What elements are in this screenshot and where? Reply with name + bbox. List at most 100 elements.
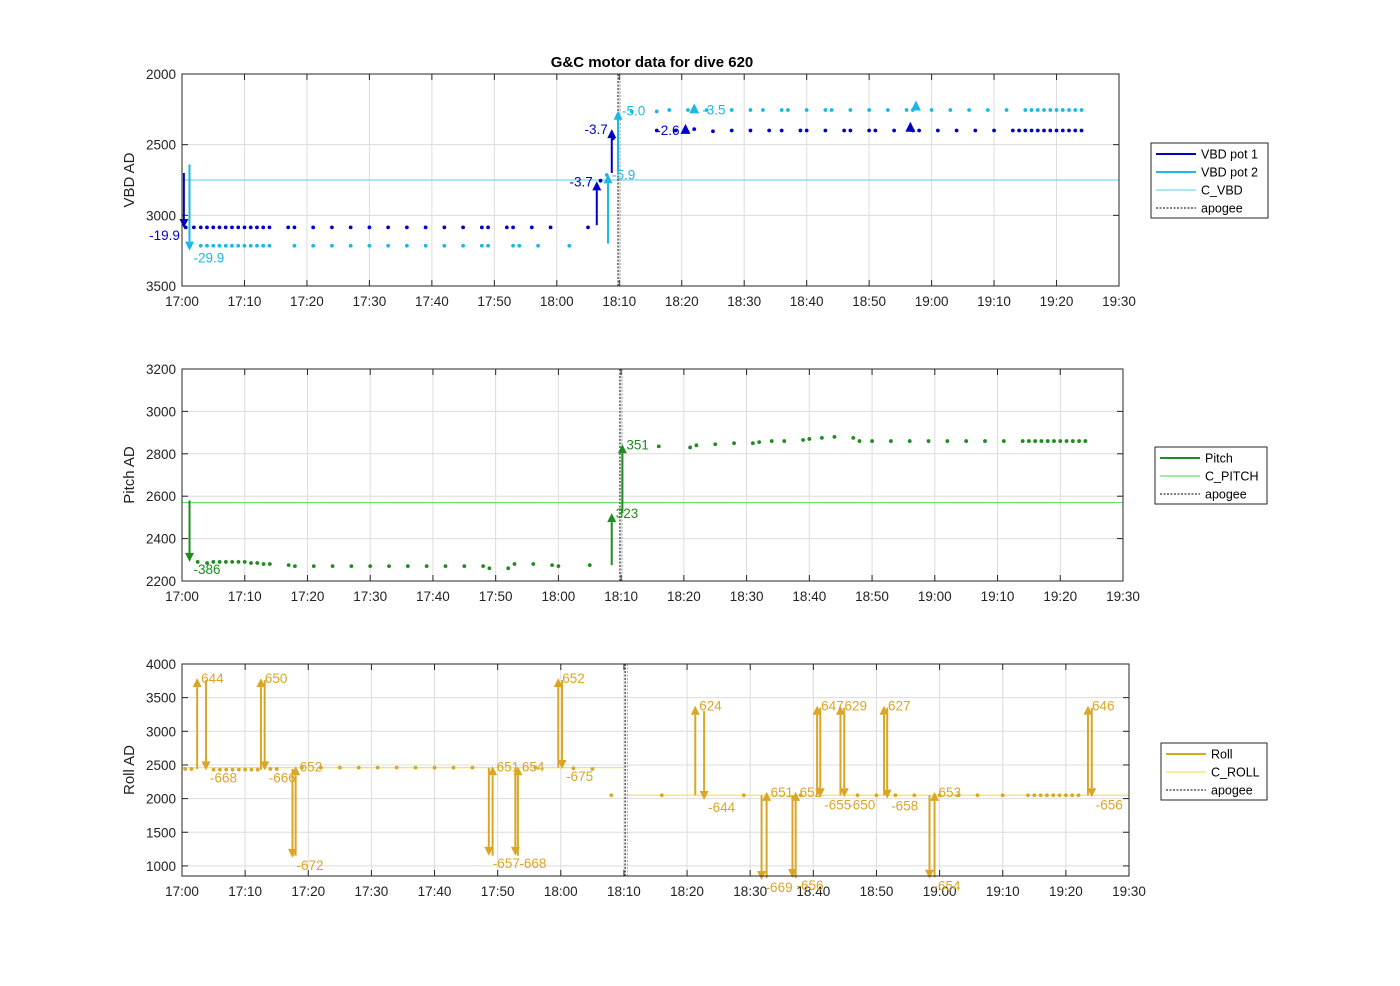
- pitch-data-point: [926, 439, 931, 443]
- roll-ytick-label: 1500: [146, 825, 176, 840]
- vbd-data-point: [779, 128, 784, 133]
- vbd-arrow-head: [603, 174, 613, 184]
- roll-arrow-head: [791, 791, 801, 801]
- vbd-data-point: [242, 225, 247, 230]
- vbd-xtick-label: 17:30: [353, 294, 387, 309]
- vbd-data-point: [286, 225, 291, 230]
- roll-xtick-label: 18:20: [670, 884, 704, 899]
- roll-data-point: [1045, 793, 1049, 798]
- pitch-ytick-label: 3000: [146, 404, 176, 419]
- roll-data-point: [300, 765, 304, 770]
- roll-data-point: [1076, 793, 1081, 798]
- roll-data-point: [470, 765, 475, 770]
- vbd-data-point: [236, 243, 241, 248]
- roll-data-point: [318, 765, 323, 770]
- pitch-data-point: [255, 561, 260, 565]
- vbd-data-point: [242, 243, 247, 248]
- vbd-data-point: [761, 108, 765, 112]
- pitch-data-point: [242, 560, 247, 564]
- pitch-data-point: [1070, 439, 1075, 443]
- vbd-data-point: [567, 243, 572, 248]
- roll-data-point: [1057, 793, 1062, 798]
- vbd-data-point: [511, 243, 515, 248]
- pitch-data-point: [1052, 439, 1056, 443]
- roll-arrow-label: -654: [933, 879, 961, 894]
- vbd-data-point: [1060, 108, 1065, 112]
- vbd-data-point: [598, 178, 603, 183]
- vbd-arrow-head: [607, 129, 617, 139]
- pitch-data-point: [1064, 439, 1069, 443]
- vbd-data-point: [211, 225, 216, 230]
- vbd-data-point: [1067, 108, 1071, 112]
- pitch-data-point: [656, 444, 661, 449]
- vbd-data-point: [779, 108, 784, 112]
- vbd-data-point: [255, 243, 259, 248]
- vbd-data-point: [1073, 128, 1078, 133]
- roll-arrow-label: 647: [821, 699, 844, 714]
- roll-data-point: [609, 793, 614, 798]
- roll-data-point: [533, 765, 538, 770]
- roll-data-point: [874, 793, 879, 798]
- vbd-data-point: [479, 225, 484, 230]
- roll-arrow-head: [488, 766, 498, 776]
- vbd-data-point: [536, 243, 540, 248]
- roll-arrow-head: [924, 869, 934, 879]
- vbd-data-point: [985, 108, 990, 112]
- vbd-marker-label: -3.5: [702, 102, 725, 117]
- pitch-ytick-label: 2800: [146, 447, 176, 462]
- pitch-data-point: [1033, 439, 1038, 443]
- pitch-data-point: [368, 564, 373, 569]
- roll-data-point: [741, 793, 746, 798]
- roll-arrow-head: [192, 678, 202, 688]
- roll-arrow-label: -668: [519, 856, 546, 871]
- roll-arrow-head: [201, 761, 211, 771]
- vbd-data-point: [191, 225, 196, 230]
- pitch-xtick-label: 17:10: [228, 589, 262, 604]
- vbd-data-point: [929, 108, 934, 112]
- roll-arrow-label: -656: [1096, 797, 1123, 812]
- vbd-xtick-label: 19:20: [1040, 294, 1074, 309]
- vbd-legend-label: C_VBD: [1201, 184, 1243, 198]
- roll-arrow-head: [260, 761, 270, 771]
- roll-data-point: [236, 767, 241, 772]
- vbd-data-point: [461, 243, 465, 248]
- vbd-data-point: [917, 128, 922, 133]
- vbd-data-point: [704, 108, 709, 112]
- roll-xtick-label: 18:10: [607, 884, 641, 899]
- vbd-ytick-label: 3000: [146, 208, 176, 223]
- vbd-marker: [905, 121, 916, 132]
- pitch-data-point: [506, 566, 511, 571]
- pitch-data-point: [481, 564, 486, 569]
- vbd-arrow-label: -19.9: [149, 228, 180, 243]
- roll-xtick-label: 17:00: [165, 884, 199, 899]
- roll-arrow-head: [699, 790, 709, 800]
- vbd-data-point: [804, 128, 809, 133]
- vbd-data-point: [948, 108, 953, 112]
- pitch-data-point: [851, 436, 856, 440]
- pitch-xtick-label: 19:20: [1043, 589, 1077, 604]
- vbd-data-point: [423, 243, 428, 248]
- pitch-data-point: [907, 439, 912, 443]
- roll-arrow-head: [839, 788, 849, 798]
- vbd-data-point: [267, 225, 272, 230]
- vbd-data-point: [885, 108, 890, 112]
- vbd-data-point: [423, 225, 428, 230]
- vbd-data-point: [223, 225, 228, 230]
- roll-arrow-label: -658: [891, 799, 918, 814]
- roll-xtick-label: 17:20: [291, 884, 325, 899]
- vbd-data-point: [867, 108, 872, 112]
- pitch-xtick-label: 18:10: [604, 589, 638, 604]
- vbd-legend-label: VBD pot 2: [1201, 166, 1258, 180]
- vbd-data-point: [330, 225, 334, 230]
- pitch-arrow-head: [617, 444, 627, 454]
- vbd-data-point: [1042, 108, 1046, 112]
- vbd-data-point: [1054, 128, 1059, 133]
- vbd-data-point: [629, 109, 634, 114]
- roll-data-point: [912, 793, 917, 798]
- roll-data-point: [274, 767, 279, 771]
- pitch-data-point: [531, 562, 536, 566]
- roll-arrow-head: [484, 846, 494, 856]
- pitch-xtick-label: 17:00: [165, 589, 199, 604]
- vbd-data-point: [992, 128, 996, 133]
